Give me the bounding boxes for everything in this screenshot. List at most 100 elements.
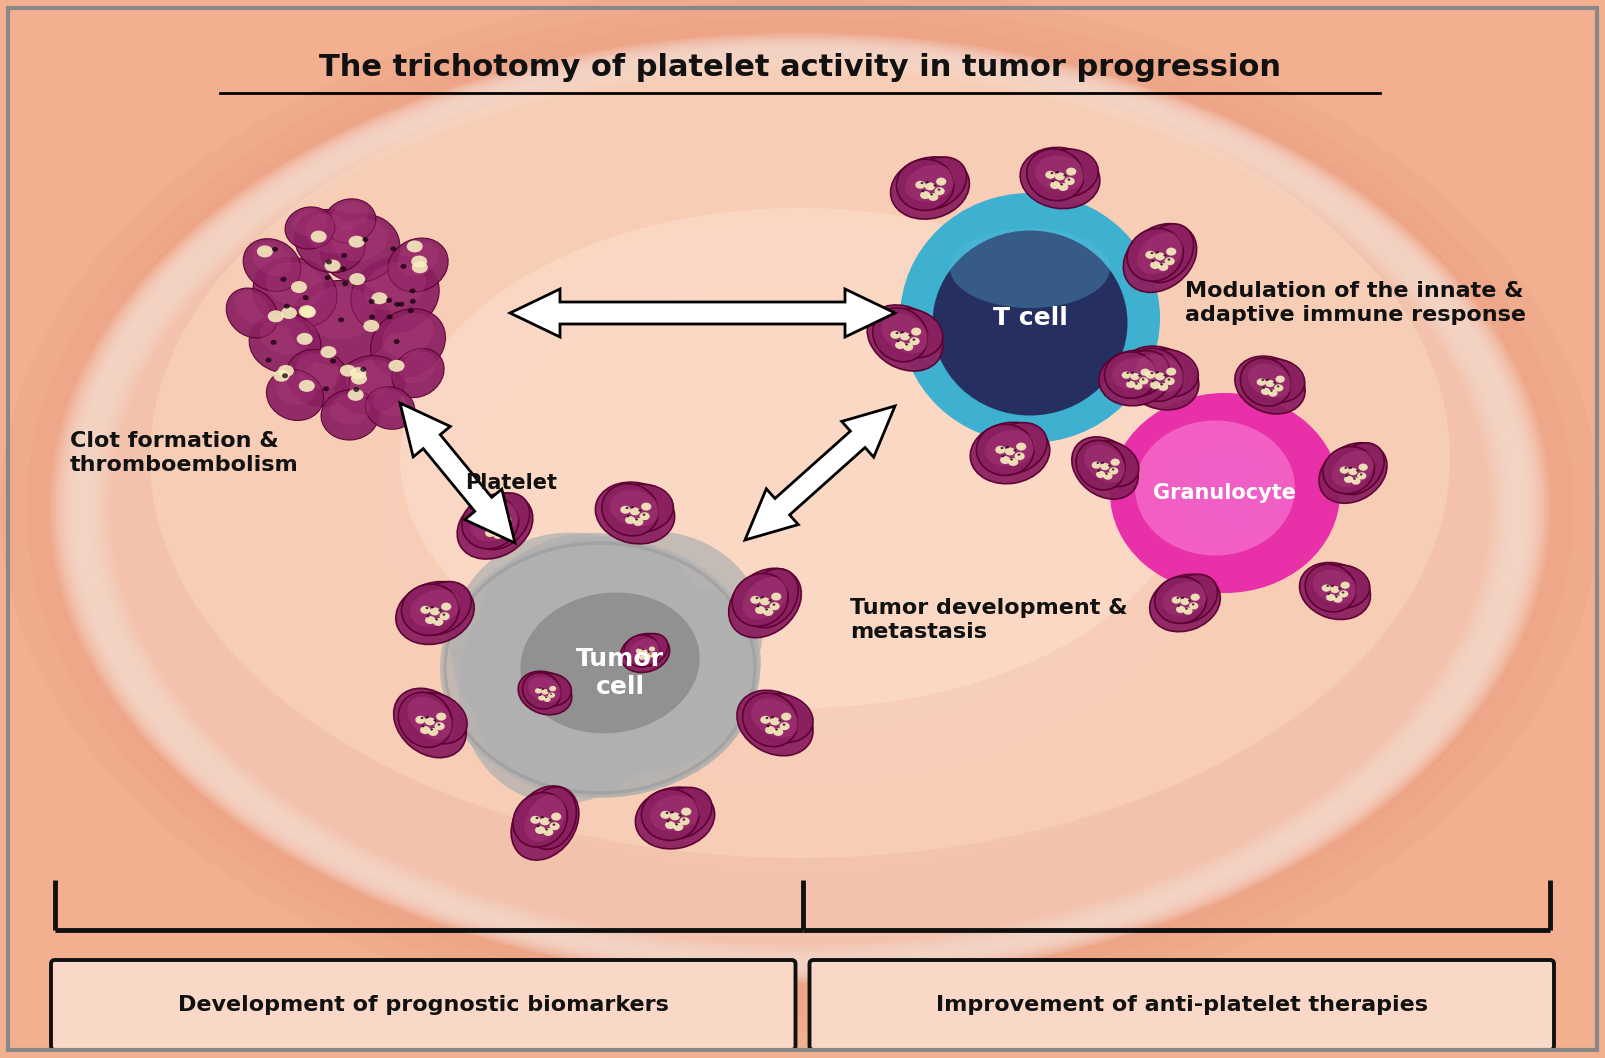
Ellipse shape: [671, 811, 674, 814]
Ellipse shape: [931, 194, 933, 196]
Ellipse shape: [549, 819, 551, 822]
Ellipse shape: [104, 68, 1496, 948]
Ellipse shape: [257, 245, 273, 257]
Ellipse shape: [934, 184, 936, 186]
Ellipse shape: [106, 53, 1493, 963]
Ellipse shape: [1159, 263, 1168, 271]
Ellipse shape: [303, 295, 308, 300]
Ellipse shape: [639, 512, 650, 521]
Ellipse shape: [950, 229, 1111, 308]
Ellipse shape: [1176, 597, 1180, 599]
Ellipse shape: [770, 716, 774, 718]
Ellipse shape: [406, 240, 422, 253]
Ellipse shape: [324, 199, 376, 243]
Ellipse shape: [1172, 597, 1181, 604]
Ellipse shape: [1016, 442, 1026, 451]
Ellipse shape: [1127, 348, 1183, 401]
Ellipse shape: [1135, 383, 1138, 385]
Ellipse shape: [1181, 498, 1244, 548]
Ellipse shape: [745, 568, 798, 627]
Ellipse shape: [995, 445, 1005, 454]
Ellipse shape: [422, 725, 424, 727]
Ellipse shape: [1061, 183, 1063, 185]
Ellipse shape: [1162, 451, 1237, 511]
Ellipse shape: [1340, 467, 1348, 474]
Ellipse shape: [549, 583, 761, 772]
Ellipse shape: [761, 596, 764, 599]
Ellipse shape: [774, 728, 783, 736]
Ellipse shape: [1167, 258, 1170, 260]
Ellipse shape: [291, 281, 307, 293]
Ellipse shape: [409, 289, 416, 293]
Ellipse shape: [642, 650, 648, 655]
Ellipse shape: [1096, 471, 1106, 478]
Ellipse shape: [473, 493, 530, 549]
Text: Improvement of anti-platelet therapies: Improvement of anti-platelet therapies: [936, 995, 1428, 1015]
Ellipse shape: [610, 485, 674, 532]
Ellipse shape: [732, 573, 788, 626]
Ellipse shape: [501, 515, 512, 524]
Ellipse shape: [1124, 223, 1197, 292]
Ellipse shape: [499, 523, 501, 525]
Ellipse shape: [905, 343, 908, 346]
Ellipse shape: [1135, 349, 1199, 398]
Ellipse shape: [408, 697, 453, 740]
Ellipse shape: [621, 634, 669, 673]
Ellipse shape: [1176, 606, 1184, 613]
Ellipse shape: [321, 390, 379, 440]
Ellipse shape: [1350, 467, 1351, 469]
Ellipse shape: [149, 58, 1449, 858]
Ellipse shape: [297, 353, 340, 389]
Ellipse shape: [340, 365, 356, 377]
Ellipse shape: [1167, 367, 1176, 376]
Ellipse shape: [1056, 171, 1059, 174]
Ellipse shape: [984, 431, 1035, 467]
Ellipse shape: [493, 531, 504, 539]
Text: T cell: T cell: [992, 306, 1067, 330]
Ellipse shape: [1326, 594, 1335, 601]
Ellipse shape: [648, 646, 655, 652]
Text: The trichotomy of platelet activity in tumor progression: The trichotomy of platelet activity in t…: [319, 54, 1281, 83]
Ellipse shape: [873, 308, 928, 362]
Ellipse shape: [666, 811, 668, 814]
Polygon shape: [510, 289, 896, 338]
Ellipse shape: [1136, 232, 1183, 274]
Ellipse shape: [425, 616, 435, 624]
Text: Granulocyte: Granulocyte: [1154, 484, 1297, 503]
Ellipse shape: [1351, 477, 1361, 485]
Ellipse shape: [427, 263, 1173, 753]
Ellipse shape: [0, 0, 1600, 1033]
Ellipse shape: [80, 36, 1520, 981]
Ellipse shape: [1311, 565, 1369, 608]
Ellipse shape: [1300, 563, 1371, 620]
Ellipse shape: [976, 424, 1034, 475]
Ellipse shape: [1104, 352, 1157, 398]
Ellipse shape: [324, 275, 331, 280]
Ellipse shape: [629, 639, 661, 661]
Ellipse shape: [908, 334, 912, 336]
Ellipse shape: [268, 310, 284, 323]
Ellipse shape: [928, 193, 939, 201]
Ellipse shape: [1353, 478, 1356, 480]
Ellipse shape: [1010, 458, 1013, 460]
Ellipse shape: [666, 820, 669, 822]
Ellipse shape: [650, 653, 652, 655]
Ellipse shape: [1164, 574, 1218, 623]
Text: Tumor
cell: Tumor cell: [576, 647, 664, 699]
Ellipse shape: [278, 365, 294, 377]
Ellipse shape: [652, 787, 713, 839]
Ellipse shape: [260, 317, 310, 354]
Ellipse shape: [1000, 456, 1010, 464]
Ellipse shape: [480, 533, 700, 704]
Ellipse shape: [1146, 370, 1156, 379]
Ellipse shape: [374, 229, 1226, 788]
Ellipse shape: [350, 273, 366, 285]
Ellipse shape: [743, 693, 798, 747]
Ellipse shape: [1151, 261, 1160, 269]
Ellipse shape: [780, 723, 790, 730]
Ellipse shape: [1266, 379, 1270, 381]
Ellipse shape: [430, 728, 433, 730]
Ellipse shape: [1064, 177, 1075, 185]
Ellipse shape: [921, 190, 924, 193]
Ellipse shape: [924, 182, 936, 190]
